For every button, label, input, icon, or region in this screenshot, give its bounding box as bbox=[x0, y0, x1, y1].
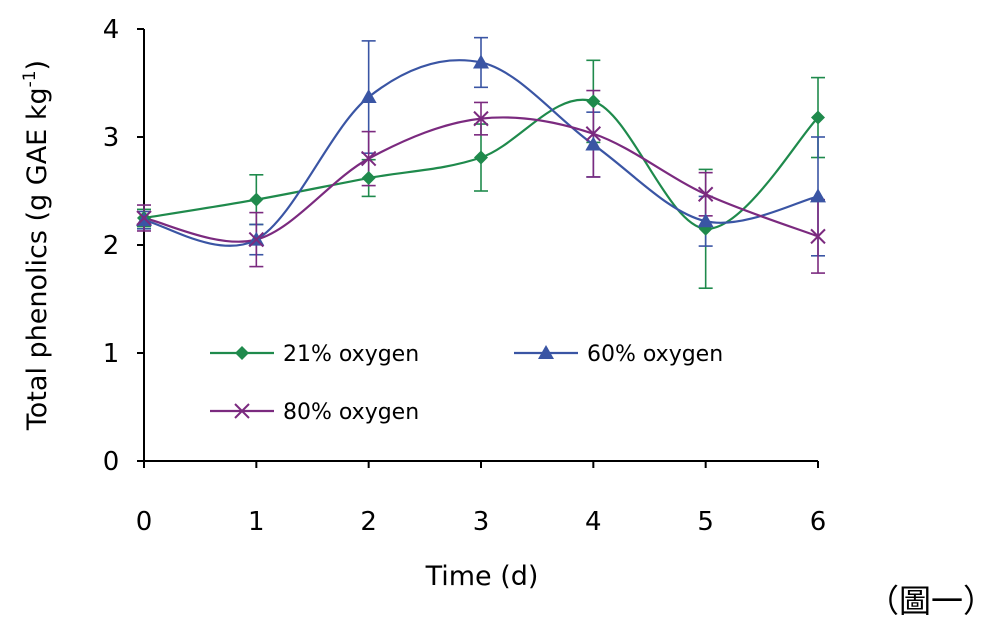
legend: 21% oxygen 60% oxygen 80% oxygen bbox=[210, 342, 723, 425]
x-tick-label: 0 bbox=[136, 507, 153, 537]
data-point-21-oxygen bbox=[361, 171, 376, 186]
y-axis-title-main: Total phenolics (g GAE kg bbox=[22, 87, 53, 431]
data-point-60-oxygen bbox=[697, 213, 714, 228]
x-axis-title: Time (d) bbox=[425, 561, 539, 592]
legend-label-60-oxygen: 60% oxygen bbox=[587, 342, 723, 367]
x-tick-label: 6 bbox=[810, 507, 827, 537]
x-tick-label: 3 bbox=[473, 507, 490, 537]
legend-marker-60-oxygen bbox=[538, 345, 554, 359]
legend-item-21-oxygen: 21% oxygen bbox=[210, 342, 419, 367]
data-point-80-oxygen bbox=[473, 110, 489, 127]
legend-item-80-oxygen: 80% oxygen bbox=[210, 400, 419, 425]
data-point-60-oxygen bbox=[473, 54, 489, 69]
data-point-21-oxygen bbox=[474, 150, 488, 165]
data-point-60-oxygen bbox=[810, 188, 826, 203]
data-point-80-oxygen bbox=[810, 228, 826, 245]
data-point-80-oxygen bbox=[360, 150, 377, 167]
figure-caption: （圖一） bbox=[867, 582, 995, 620]
data-point-60-oxygen bbox=[360, 89, 377, 104]
y-tick-label: 3 bbox=[103, 123, 120, 153]
data-point-21-oxygen bbox=[586, 94, 601, 109]
y-tick-label: 1 bbox=[103, 339, 120, 369]
y-axis-title-superscript: -1 bbox=[20, 70, 40, 87]
data-point-60-oxygen bbox=[585, 136, 602, 151]
axis-titles: Total phenolics (g GAE kg-1) Time (d) bbox=[20, 60, 538, 592]
x-tick-label: 2 bbox=[360, 507, 377, 537]
axes: 0 1 2 3 4 0 1 2 3 4 5 6 bbox=[103, 15, 827, 537]
y-tick-label: 4 bbox=[103, 15, 120, 45]
data-point-21-oxygen bbox=[811, 110, 825, 125]
data-point-80-oxygen bbox=[585, 126, 602, 142]
series-markers bbox=[136, 54, 826, 248]
y-tick-label: 0 bbox=[103, 447, 120, 477]
legend-marker-21-oxygen bbox=[235, 346, 249, 360]
y-axis-title-close: ) bbox=[22, 60, 53, 71]
data-point-80-oxygen bbox=[248, 231, 265, 248]
legend-label-21-oxygen: 21% oxygen bbox=[283, 342, 419, 367]
legend-marker-80-oxygen bbox=[234, 403, 250, 419]
data-point-21-oxygen bbox=[249, 192, 264, 207]
x-tick-label: 4 bbox=[585, 507, 602, 537]
y-axis-title: Total phenolics (g GAE kg-1) bbox=[20, 60, 53, 431]
legend-item-60-oxygen: 60% oxygen bbox=[514, 342, 723, 367]
y-tick-label: 2 bbox=[103, 231, 120, 261]
x-tick-label: 5 bbox=[697, 507, 714, 537]
data-point-80-oxygen bbox=[697, 186, 714, 202]
x-tick-label: 1 bbox=[248, 507, 265, 537]
data-point-80-oxygen bbox=[136, 210, 152, 226]
legend-label-80-oxygen: 80% oxygen bbox=[283, 400, 419, 425]
